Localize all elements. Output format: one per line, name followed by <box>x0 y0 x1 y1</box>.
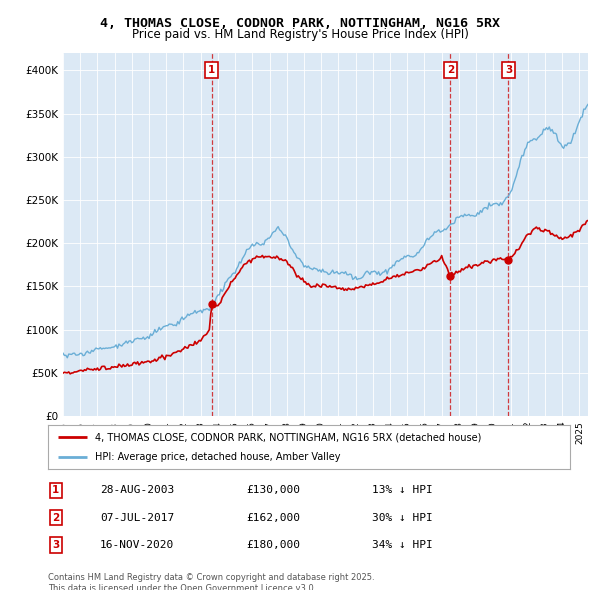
Text: 13% ↓ HPI: 13% ↓ HPI <box>371 486 433 496</box>
Text: 2: 2 <box>447 65 454 76</box>
Text: £162,000: £162,000 <box>247 513 301 523</box>
Text: 4, THOMAS CLOSE, CODNOR PARK, NOTTINGHAM, NG16 5RX: 4, THOMAS CLOSE, CODNOR PARK, NOTTINGHAM… <box>100 17 500 30</box>
Text: £130,000: £130,000 <box>247 486 301 496</box>
Text: 28-AUG-2003: 28-AUG-2003 <box>100 486 175 496</box>
Text: 34% ↓ HPI: 34% ↓ HPI <box>371 540 433 550</box>
Text: HPI: Average price, detached house, Amber Valley: HPI: Average price, detached house, Ambe… <box>95 452 340 461</box>
Text: 3: 3 <box>505 65 512 76</box>
Text: Price paid vs. HM Land Registry's House Price Index (HPI): Price paid vs. HM Land Registry's House … <box>131 28 469 41</box>
Text: 4, THOMAS CLOSE, CODNOR PARK, NOTTINGHAM, NG16 5RX (detached house): 4, THOMAS CLOSE, CODNOR PARK, NOTTINGHAM… <box>95 432 481 442</box>
Text: 30% ↓ HPI: 30% ↓ HPI <box>371 513 433 523</box>
Text: Contains HM Land Registry data © Crown copyright and database right 2025.
This d: Contains HM Land Registry data © Crown c… <box>48 573 374 590</box>
Text: 2: 2 <box>52 513 59 523</box>
Text: 07-JUL-2017: 07-JUL-2017 <box>100 513 175 523</box>
Text: 16-NOV-2020: 16-NOV-2020 <box>100 540 175 550</box>
Text: 3: 3 <box>52 540 59 550</box>
Text: 1: 1 <box>208 65 215 76</box>
Text: £180,000: £180,000 <box>247 540 301 550</box>
Text: 1: 1 <box>52 486 59 496</box>
